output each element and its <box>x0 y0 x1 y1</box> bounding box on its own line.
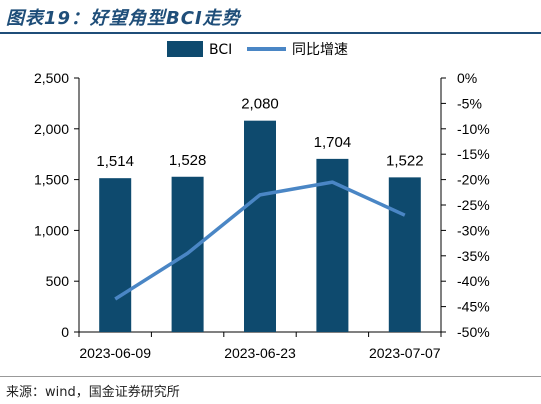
line-series <box>114 180 406 301</box>
right-tick-label: -50% <box>457 324 490 340</box>
right-tick-label: 0% <box>457 70 477 86</box>
data-label: 2,080 <box>241 96 279 113</box>
right-tick-label: -30% <box>457 222 490 238</box>
source-divider <box>0 376 541 377</box>
yoy-line <box>114 180 406 301</box>
bar <box>244 120 276 332</box>
axes: 0 500 1,000 1,500 2,000 2,500 -50% -45% -40% -35%… <box>34 70 490 361</box>
right-tick-label: -15% <box>457 146 490 162</box>
left-tick-label: 500 <box>46 273 70 289</box>
chart: BCI 同比增速 0 500 1,000 1,500 2,000 2,500 -50% -45%… <box>34 41 490 361</box>
legend: BCI 同比增速 <box>167 41 348 58</box>
x-tick-label: 2023-06-23 <box>224 345 296 361</box>
legend-line-label: 同比增速 <box>292 42 348 58</box>
source-note: 来源：wind，国金证券研究所 <box>6 385 180 400</box>
data-label: 1,704 <box>314 134 352 151</box>
legend-bar-swatch <box>167 41 203 57</box>
left-tick-label: 1,000 <box>34 222 69 238</box>
x-tick-label: 2023-07-07 <box>369 345 441 361</box>
right-tick-label: -25% <box>457 197 490 213</box>
data-label: 1,514 <box>96 153 134 170</box>
data-label: 1,522 <box>386 152 424 169</box>
left-tick-label: 2,000 <box>34 121 69 137</box>
bar <box>388 177 421 332</box>
right-tick-label: -20% <box>457 172 490 188</box>
right-tick-label: -5% <box>457 95 482 111</box>
left-tick-label: 0 <box>61 324 69 340</box>
right-tick-label: -40% <box>457 273 490 289</box>
data-labels: 1,514 1,528 2,080 1,704 1,522 <box>96 96 423 171</box>
left-tick-label: 1,500 <box>34 172 69 188</box>
right-tick-label: -35% <box>457 248 490 264</box>
legend-bar-label: BCI <box>209 42 232 58</box>
right-tick-label: -45% <box>457 299 490 315</box>
bars <box>99 120 421 332</box>
bar <box>99 178 132 332</box>
left-tick-label: 2,500 <box>34 70 69 86</box>
x-tick-label: 2023-06-09 <box>79 345 151 361</box>
chart-title: 图表19：好望角型BCI走势 <box>6 8 241 29</box>
right-tick-label: -10% <box>457 121 490 137</box>
data-label: 1,528 <box>169 152 207 169</box>
title-bar: 图表19：好望角型BCI走势 <box>0 0 541 34</box>
